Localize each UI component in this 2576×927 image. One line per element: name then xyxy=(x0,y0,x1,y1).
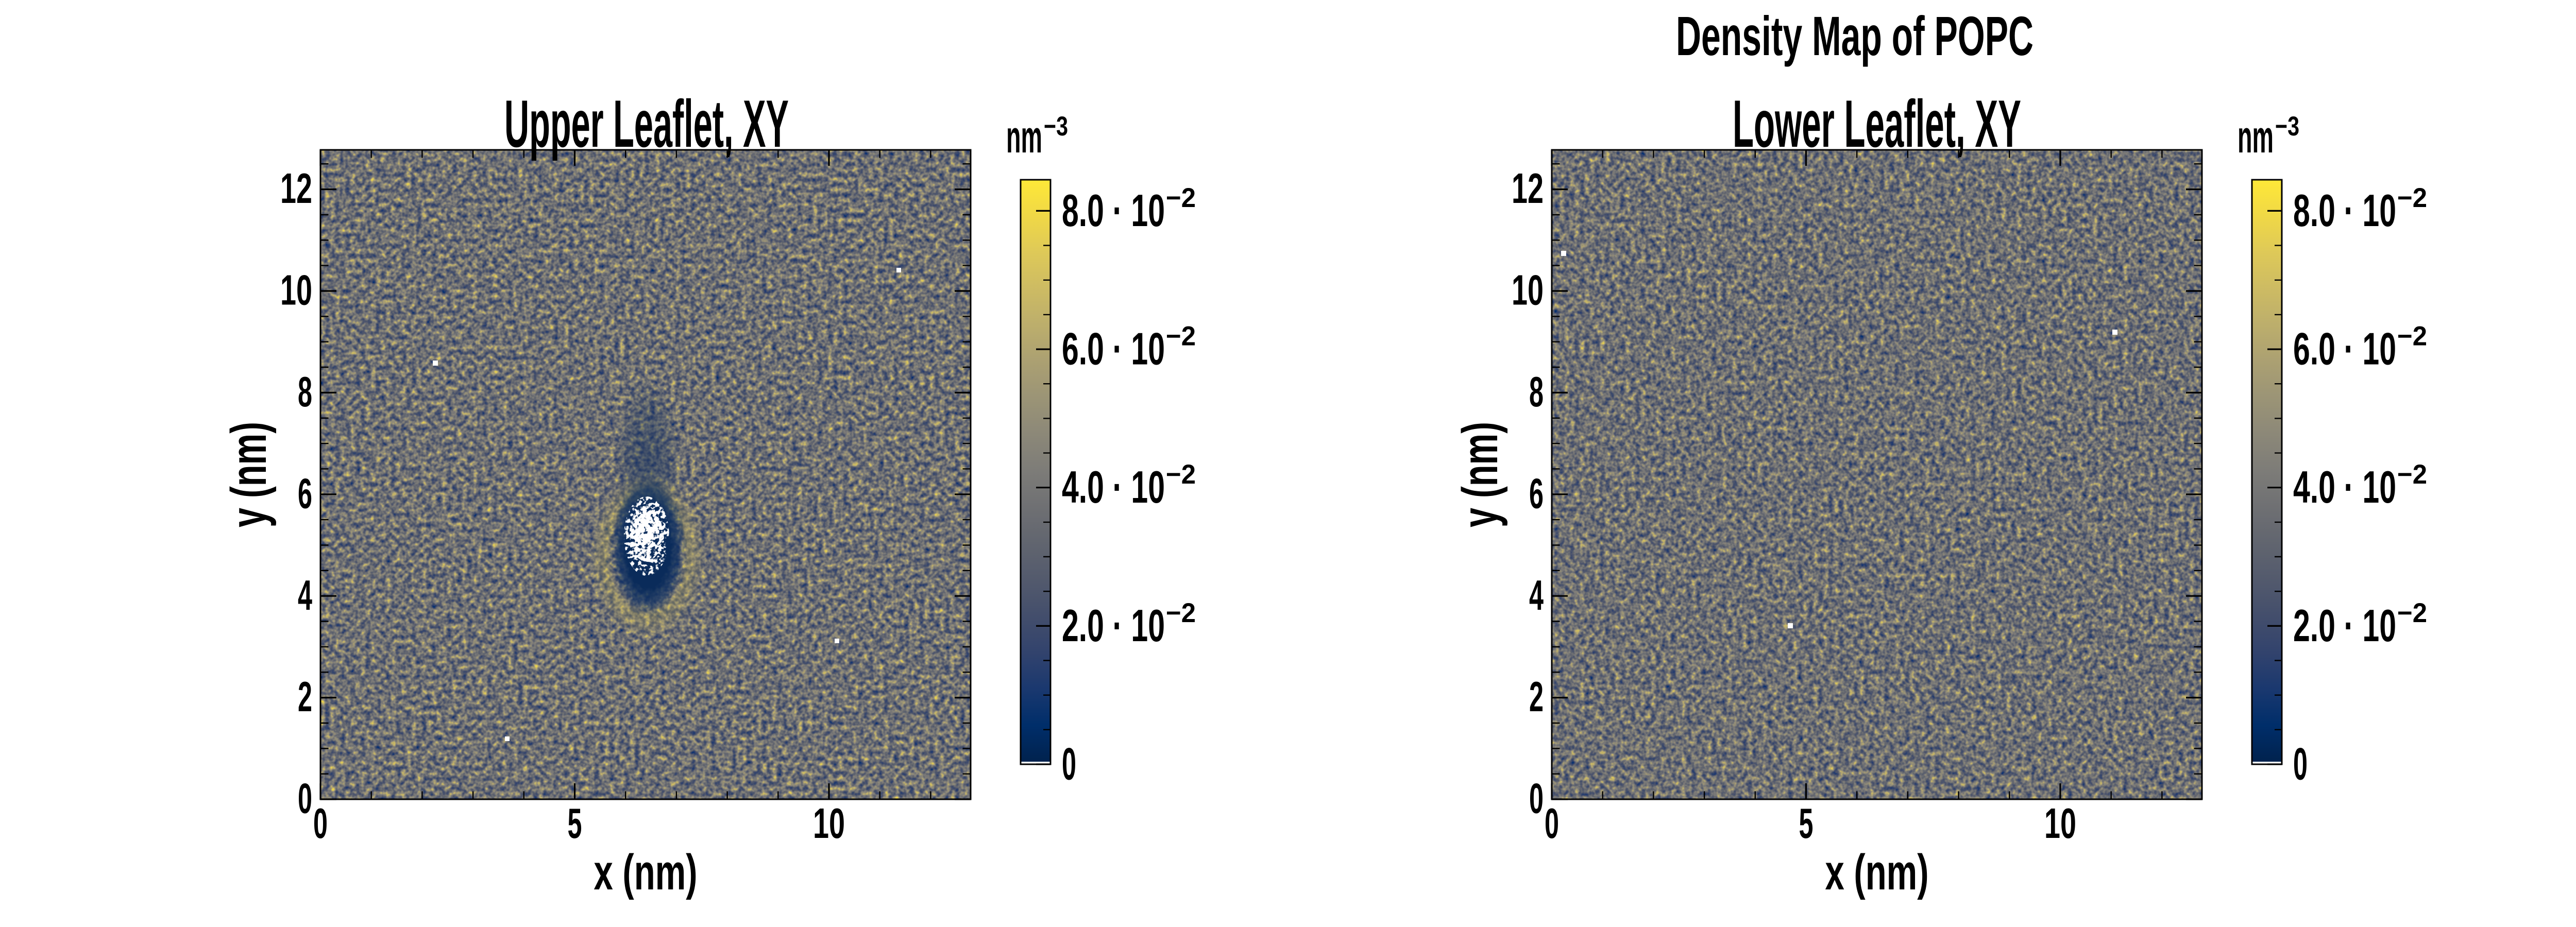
svg-text:5: 5 xyxy=(568,799,582,847)
svg-text:−2: −2 xyxy=(2397,321,2427,352)
svg-text:12: 12 xyxy=(1512,164,1544,212)
svg-text:8: 8 xyxy=(298,368,312,416)
svg-text:6.0 · 10: 6.0 · 10 xyxy=(2293,323,2396,374)
svg-text:4: 4 xyxy=(1529,571,1544,619)
svg-text:2: 2 xyxy=(1529,673,1544,720)
svg-text:nm: nm xyxy=(1006,111,1042,162)
svg-text:−3: −3 xyxy=(2275,111,2299,142)
svg-text:y (nm): y (nm) xyxy=(221,422,277,527)
svg-text:−2: −2 xyxy=(1166,459,1196,490)
svg-text:4.0 · 10: 4.0 · 10 xyxy=(2293,461,2396,512)
svg-text:0: 0 xyxy=(1545,799,1559,847)
svg-text:Lower Leaflet, XY: Lower Leaflet, XY xyxy=(1733,86,2021,161)
svg-text:4: 4 xyxy=(298,571,312,619)
svg-text:10: 10 xyxy=(2044,799,2076,847)
svg-text:Density Map of POPC: Density Map of POPC xyxy=(1676,5,2033,67)
svg-text:6: 6 xyxy=(298,469,312,517)
svg-text:nm: nm xyxy=(2238,111,2274,162)
svg-text:5: 5 xyxy=(1799,799,1814,847)
svg-text:2.0 · 10: 2.0 · 10 xyxy=(1062,600,1165,651)
svg-text:2: 2 xyxy=(298,673,312,720)
svg-text:Upper Leaflet, XY: Upper Leaflet, XY xyxy=(504,86,789,161)
svg-text:12: 12 xyxy=(280,164,312,212)
svg-text:8.0 · 10: 8.0 · 10 xyxy=(1062,185,1165,236)
svg-text:2.0 · 10: 2.0 · 10 xyxy=(2293,600,2396,651)
svg-text:0: 0 xyxy=(313,799,328,847)
svg-text:0: 0 xyxy=(298,775,312,822)
svg-text:8: 8 xyxy=(1529,368,1544,416)
svg-text:6.0 · 10: 6.0 · 10 xyxy=(1062,323,1165,374)
svg-text:−2: −2 xyxy=(1166,598,1196,628)
svg-text:−2: −2 xyxy=(2397,459,2427,490)
svg-text:−3: −3 xyxy=(1044,111,1068,142)
svg-text:−2: −2 xyxy=(2397,598,2427,628)
svg-text:−2: −2 xyxy=(2397,183,2427,213)
svg-text:−2: −2 xyxy=(1166,183,1196,213)
svg-text:10: 10 xyxy=(1512,266,1544,314)
svg-text:0: 0 xyxy=(2293,739,2308,789)
svg-text:0: 0 xyxy=(1062,739,1076,789)
svg-text:10: 10 xyxy=(280,266,312,314)
svg-text:10: 10 xyxy=(813,799,845,847)
svg-text:x (nm): x (nm) xyxy=(1825,844,1929,900)
svg-text:8.0 · 10: 8.0 · 10 xyxy=(2293,185,2396,236)
svg-text:x (nm): x (nm) xyxy=(594,844,698,900)
svg-text:4.0 · 10: 4.0 · 10 xyxy=(1062,461,1165,512)
svg-text:−2: −2 xyxy=(1166,321,1196,352)
svg-text:6: 6 xyxy=(1529,469,1544,517)
svg-text:0: 0 xyxy=(1529,775,1544,822)
svg-text:y (nm): y (nm) xyxy=(1452,422,1508,527)
